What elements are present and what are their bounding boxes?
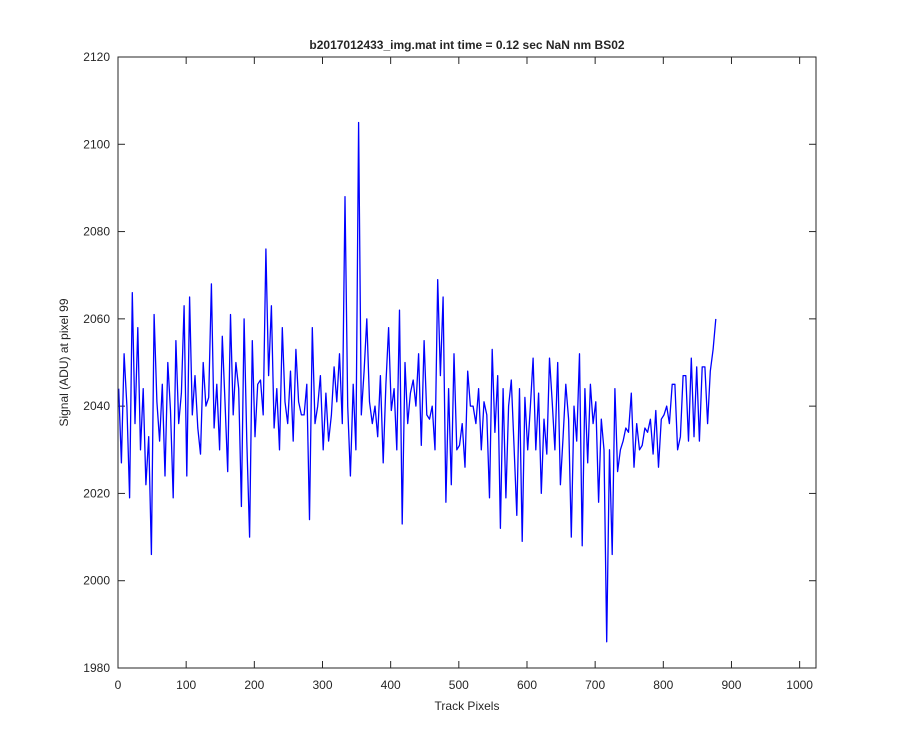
y-tick-label: 2120 xyxy=(83,50,110,64)
y-axis-label: Signal (ADU) at pixel 99 xyxy=(57,298,71,426)
x-tick-label: 100 xyxy=(176,678,196,692)
axis-ticks: 0 100 200 300 400 500 600 700 800 900 1000 1980 2000… xyxy=(83,50,816,692)
x-tick-label: 1000 xyxy=(786,678,813,692)
x-tick-label: 700 xyxy=(585,678,605,692)
y-tick-label: 2100 xyxy=(83,137,110,151)
x-tick-label: 500 xyxy=(449,678,469,692)
x-tick-label: 600 xyxy=(517,678,537,692)
x-tick-label: 200 xyxy=(244,678,264,692)
axes-box xyxy=(117,56,817,669)
y-tick-label: 1980 xyxy=(83,661,110,675)
chart-title: b2017012433_img.mat int time = 0.12 sec … xyxy=(309,38,624,52)
x-tick-label: 300 xyxy=(312,678,332,692)
x-tick-label: 800 xyxy=(653,678,673,692)
y-tick-label: 2040 xyxy=(83,399,110,413)
x-axis-label: Track Pixels xyxy=(435,699,500,713)
y-tick-label: 2020 xyxy=(83,486,110,500)
x-tick-label: 400 xyxy=(381,678,401,692)
series-group xyxy=(118,121,717,643)
y-tick-label: 2000 xyxy=(83,574,110,588)
y-tick-label: 2060 xyxy=(83,312,110,326)
x-tick-label: 0 xyxy=(115,678,122,692)
y-tick-label: 2080 xyxy=(83,225,110,239)
plot-area xyxy=(118,57,816,668)
x-tick-label: 900 xyxy=(721,678,741,692)
series-line-0 xyxy=(118,121,717,643)
